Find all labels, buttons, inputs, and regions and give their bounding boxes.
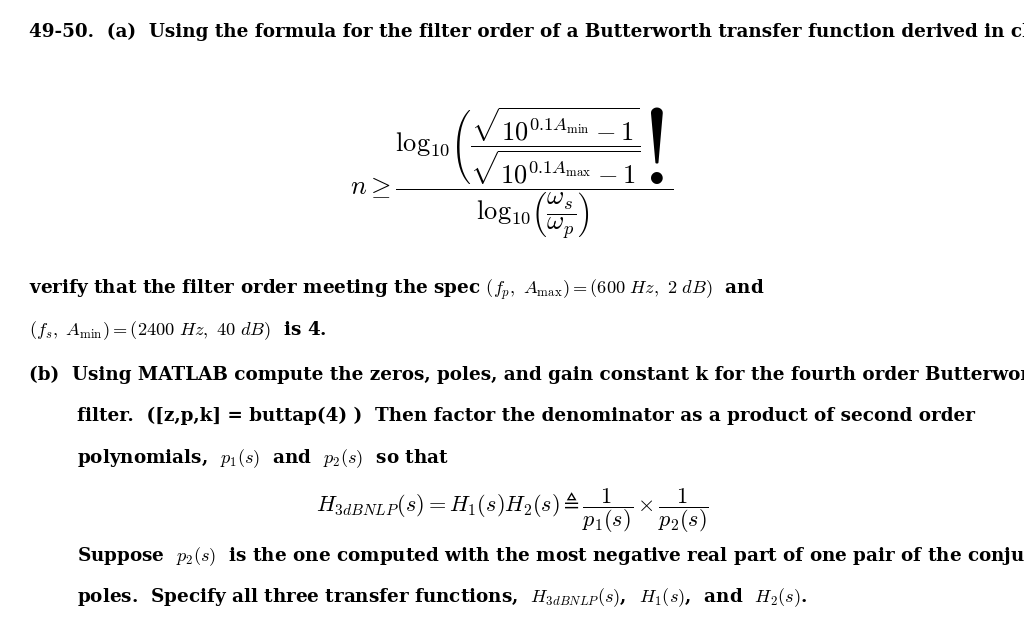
Text: $n \geq \dfrac{\log_{10}\!\left(\dfrac{\sqrt{10^{0.1A_{\min}}-1}}{\sqrt{10^{0.1A: $n \geq \dfrac{\log_{10}\!\left(\dfrac{\…: [350, 105, 674, 241]
Text: $H_{3dBNLP}(s) = H_1(s)H_2(s) \triangleq \dfrac{1}{p_1(s)} \times \dfrac{1}{p_2(: $H_{3dBNLP}(s) = H_1(s)H_2(s) \triangleq…: [315, 486, 709, 535]
Text: $(f_s,\ A_{\mathrm{min}})=(2400\ Hz,\ 40\ dB)$  is 4.: $(f_s,\ A_{\mathrm{min}})=(2400\ Hz,\ 40…: [29, 320, 327, 343]
Text: filter.  ([z,p,k] = buttap(4) )  Then factor the denominator as a product of sec: filter. ([z,p,k] = buttap(4) ) Then fact…: [77, 407, 975, 426]
Text: (b)  Using MATLAB compute the zeros, poles, and gain constant k for the fourth o: (b) Using MATLAB compute the zeros, pole…: [29, 366, 1024, 385]
Text: 49-50.  (a)  Using the formula for the filter order of a Butterworth transfer fu: 49-50. (a) Using the formula for the fil…: [29, 22, 1024, 41]
Text: polynomials,  $p_1(s)$  and  $p_2(s)$  so that: polynomials, $p_1(s)$ and $p_2(s)$ so th…: [77, 447, 449, 470]
Text: poles.  Specify all three transfer functions,  $H_{3dBNLP}(s)$,  $H_1(s)$,  and : poles. Specify all three transfer functi…: [77, 586, 807, 609]
Text: verify that the filter order meeting the spec $(f_p,\ A_{\mathrm{max}})=(600\ Hz: verify that the filter order meeting the…: [29, 278, 764, 302]
Text: Suppose  $p_2(s)$  is the one computed with the most negative real part of one p: Suppose $p_2(s)$ is the one computed wit…: [77, 545, 1024, 568]
